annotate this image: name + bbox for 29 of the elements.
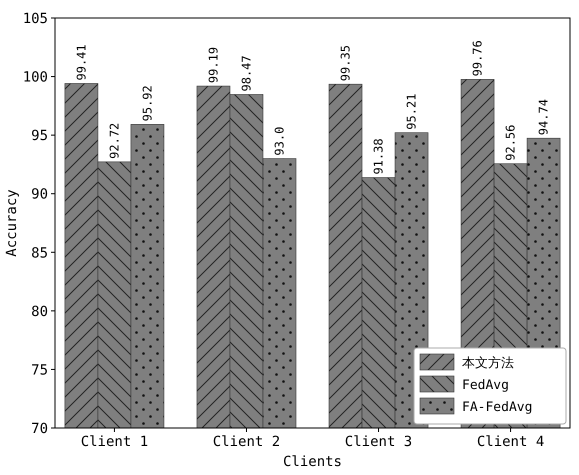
- text: 99.41: [74, 44, 88, 80]
- y-tick-label: 70: [31, 421, 48, 437]
- y-tick-label: 85: [31, 245, 48, 262]
- text: 91.38: [372, 138, 386, 175]
- text: 95.92: [140, 85, 154, 122]
- legend-label: 本文方法: [462, 355, 514, 371]
- text: 99.76: [470, 40, 485, 76]
- y-axis-title: Accuracy: [4, 189, 20, 257]
- y-tick-label: 105: [22, 11, 48, 27]
- text: 95.21: [404, 94, 419, 130]
- x-tick-label: Client 2: [212, 434, 280, 450]
- legend-label: FA-FedAvg: [462, 400, 532, 415]
- x-axis-title: Clients: [282, 454, 342, 470]
- y-tick-label: 90: [31, 186, 48, 203]
- text: 92.72: [107, 122, 122, 159]
- text: 93.0: [272, 126, 286, 156]
- text: 94.74: [536, 99, 551, 136]
- legend-label: FedAvg: [462, 378, 509, 393]
- text: 99.19: [206, 46, 220, 84]
- y-tick-label: 95: [31, 128, 48, 144]
- text: 92.56: [504, 124, 518, 161]
- text: 99.35: [338, 45, 353, 82]
- text: 98.47: [239, 55, 254, 92]
- y-tick-label: 100: [22, 70, 48, 86]
- y-tick-label: 75: [31, 362, 48, 378]
- y-tick-label: 80: [31, 304, 48, 320]
- x-tick-label: Client 3: [344, 434, 412, 450]
- x-tick-label: Client 4: [476, 434, 544, 450]
- x-tick-label: Client 1: [80, 434, 148, 450]
